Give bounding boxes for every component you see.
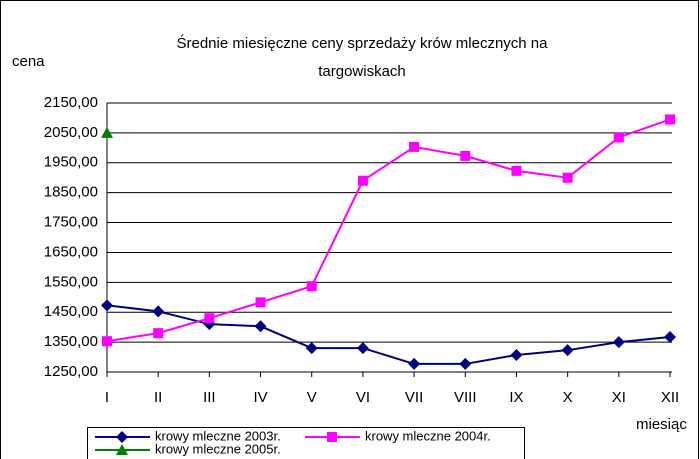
x-tick-label: V <box>307 389 317 406</box>
legend-label: krowy mleczne 2003r. <box>155 428 281 443</box>
y-tick-label: 1850,00 <box>44 184 98 201</box>
x-tick-label: VI <box>356 389 370 406</box>
marker <box>306 281 317 292</box>
x-tick-label: II <box>154 389 162 406</box>
marker <box>511 165 522 176</box>
x-tick-label: IX <box>509 389 523 406</box>
marker <box>409 141 420 152</box>
marker <box>612 336 625 349</box>
marker <box>460 150 471 161</box>
marker <box>327 432 337 442</box>
x-tick-label: VII <box>405 389 423 406</box>
legend-label: krowy mleczne 2005r. <box>155 441 281 456</box>
marker <box>204 313 215 324</box>
marker <box>613 132 624 143</box>
marker <box>254 320 267 333</box>
marker <box>153 328 164 339</box>
x-tick-label: X <box>563 389 573 406</box>
y-tick-label: 1750,00 <box>44 214 98 231</box>
y-tick-label: 2050,00 <box>44 124 98 141</box>
x-tick-label: XI <box>612 389 626 406</box>
y-tick-label: 1650,00 <box>44 243 98 260</box>
y-tick-label: 1250,00 <box>44 363 98 380</box>
marker <box>510 348 523 361</box>
chart-title: targowiskach <box>318 63 406 80</box>
marker <box>255 297 266 308</box>
marker <box>152 305 165 318</box>
marker <box>101 126 113 138</box>
marker <box>356 342 369 355</box>
y-tick-label: 1350,00 <box>44 333 98 350</box>
marker <box>561 344 574 357</box>
marker <box>357 175 368 186</box>
y-axis-label: cena <box>12 53 45 70</box>
marker <box>408 357 421 370</box>
marker <box>665 114 675 125</box>
series-line <box>106 304 671 365</box>
y-tick-label: 1450,00 <box>44 303 98 320</box>
marker <box>116 444 128 455</box>
legend-box <box>87 427 525 459</box>
x-tick-label: III <box>203 389 216 406</box>
chart-title: Średnie miesięczne ceny sprzedaży krów m… <box>177 34 549 52</box>
y-tick-label: 2150,00 <box>44 94 98 111</box>
marker <box>562 172 573 183</box>
x-tick-label: I <box>105 389 109 406</box>
marker <box>459 357 472 370</box>
series-line <box>106 118 671 343</box>
legend-label: krowy mleczne 2004r. <box>365 428 491 443</box>
marker <box>305 342 318 355</box>
marker <box>664 331 676 344</box>
x-axis-label: miesiąc <box>636 416 687 433</box>
y-tick-label: 1550,00 <box>44 273 98 290</box>
x-tick-label: IV <box>253 389 267 406</box>
marker <box>116 431 128 443</box>
x-tick-label: XII <box>661 389 679 406</box>
marker <box>102 336 112 347</box>
x-tick-label: VIII <box>454 389 477 406</box>
marker <box>101 299 113 312</box>
y-tick-label: 1950,00 <box>44 154 98 171</box>
